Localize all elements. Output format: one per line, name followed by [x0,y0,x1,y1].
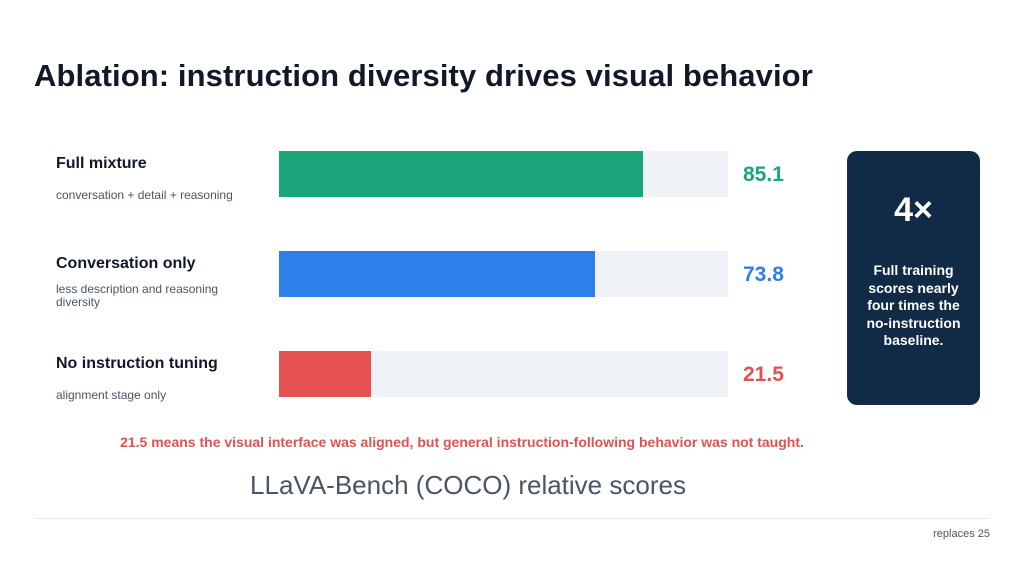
bar [279,251,595,297]
chart-caption: LLaVA-Bench (COCO) relative scores [250,470,686,500]
bar-subtitle: alignment stage only [56,388,167,402]
bar-row-no-instruction-tuning: No instruction tuning alignment stage on… [0,351,820,411]
bar-subtitle: less description and reasoning diversity [56,282,219,309]
bar-label: Full mixture [56,155,147,172]
bar-label: Conversation only [56,255,196,272]
callout-card: 4× Full training scores nearly four time… [847,151,980,405]
bar [279,351,371,397]
callout-multiplier: 4× [894,191,933,229]
bar-track [279,351,728,397]
slide-title: Ablation: instruction diversity drives v… [34,58,813,93]
bar-track [279,251,728,297]
bar-row-full-mixture: Full mixture conversation + detail + rea… [0,151,820,211]
bar-value-label: 21.5 [743,363,784,386]
footer-note: replaces 25 [933,528,990,540]
chart-note: 21.5 means the visual interface was alig… [120,434,804,450]
bar [279,151,643,197]
bar-track [279,151,728,197]
bar-row-conversation-only: Conversation only less description and r… [0,251,820,311]
bar-value-label: 85.1 [743,163,784,186]
bar-value-label: 73.8 [743,263,784,286]
bar-label: No instruction tuning [56,355,218,372]
footer-divider [34,518,990,519]
bar-subtitle: conversation + detail + reasoning [56,188,233,202]
callout-text: Full training scores nearly four times t… [866,262,961,348]
